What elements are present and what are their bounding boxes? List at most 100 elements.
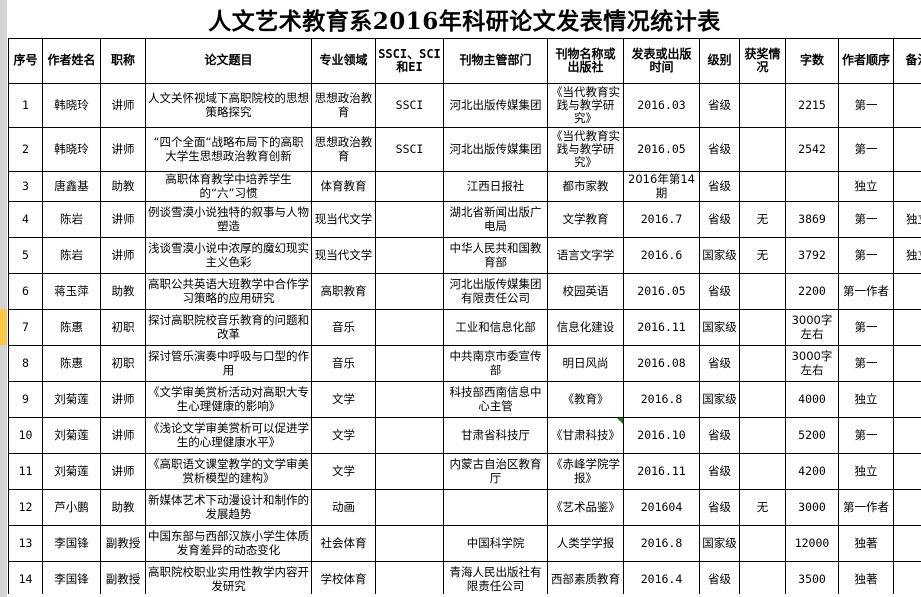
cell-r14-c8[interactable]: 2016.4 bbox=[624, 562, 700, 595]
cell-r5-c0[interactable]: 5 bbox=[9, 238, 43, 274]
cell-r3-c12[interactable]: 独立 bbox=[839, 172, 894, 202]
cell-r14-c2[interactable]: 副教授 bbox=[101, 562, 146, 595]
cell-r6-c13[interactable] bbox=[894, 274, 921, 310]
gutter-row-selector-7[interactable] bbox=[0, 309, 7, 345]
gutter-row-selector-14[interactable] bbox=[0, 561, 7, 597]
cell-r11-c2[interactable]: 讲师 bbox=[101, 454, 146, 490]
cell-r14-c9[interactable]: 省级 bbox=[700, 562, 740, 595]
cell-r7-c11[interactable]: 3000字左右 bbox=[786, 310, 839, 346]
cell-r14-c10[interactable] bbox=[740, 562, 786, 595]
cell-r12-c3[interactable]: 新媒体艺术下动漫设计和制作的发展趋势 bbox=[146, 490, 312, 526]
cell-r13-c12[interactable]: 独著 bbox=[839, 526, 894, 562]
cell-r5-c11[interactable]: 3792 bbox=[786, 238, 839, 274]
cell-r6-c7[interactable]: 校园英语 bbox=[548, 274, 624, 310]
cell-r2-c11[interactable]: 2542 bbox=[786, 128, 839, 172]
cell-r3-c1[interactable]: 唐鑫基 bbox=[43, 172, 101, 202]
cell-r8-c12[interactable]: 第一 bbox=[839, 346, 894, 382]
column-header-5[interactable]: SSCI、SCI和EI bbox=[376, 39, 444, 84]
cell-r8-c4[interactable]: 音乐 bbox=[312, 346, 376, 382]
cell-r2-c12[interactable]: 第一 bbox=[839, 128, 894, 172]
gutter-row-selector-8[interactable] bbox=[0, 345, 7, 381]
cell-r12-c11[interactable]: 3000 bbox=[786, 490, 839, 526]
cell-r10-c0[interactable]: 10 bbox=[9, 418, 43, 454]
cell-r8-c0[interactable]: 8 bbox=[9, 346, 43, 382]
cell-r9-c5[interactable] bbox=[376, 382, 444, 418]
cell-r7-c1[interactable]: 陈惠 bbox=[43, 310, 101, 346]
cell-r8-c13[interactable] bbox=[894, 346, 921, 382]
cell-r2-c1[interactable]: 韩晓玲 bbox=[43, 128, 101, 172]
cell-r3-c10[interactable] bbox=[740, 172, 786, 202]
cell-r9-c4[interactable]: 文学 bbox=[312, 382, 376, 418]
gutter-row-selector-13[interactable] bbox=[0, 525, 7, 561]
cell-r10-c1[interactable]: 刘菊莲 bbox=[43, 418, 101, 454]
cell-r1-c2[interactable]: 讲师 bbox=[101, 84, 146, 128]
cell-r9-c9[interactable]: 国家级 bbox=[700, 382, 740, 418]
cell-r6-c12[interactable]: 第一作者 bbox=[839, 274, 894, 310]
cell-r12-c4[interactable]: 动画 bbox=[312, 490, 376, 526]
cell-r11-c11[interactable]: 4200 bbox=[786, 454, 839, 490]
cell-r2-c5[interactable]: SSCI bbox=[376, 128, 444, 172]
cell-r13-c5[interactable] bbox=[376, 526, 444, 562]
cell-r6-c3[interactable]: 高职公共英语大班教学中合作学习策略的应用研究 bbox=[146, 274, 312, 310]
cell-r12-c5[interactable] bbox=[376, 490, 444, 526]
cell-r5-c6[interactable]: 中华人民共和国教育部 bbox=[444, 238, 548, 274]
cell-r4-c3[interactable]: 例谈雪漠小说独特的叙事与人物塑造 bbox=[146, 202, 312, 238]
cell-r11-c10[interactable] bbox=[740, 454, 786, 490]
cell-r7-c12[interactable]: 第一 bbox=[839, 310, 894, 346]
cell-r10-c4[interactable]: 文学 bbox=[312, 418, 376, 454]
cell-r12-c2[interactable]: 助教 bbox=[101, 490, 146, 526]
gutter-row-selector-1[interactable] bbox=[0, 83, 7, 127]
cell-r1-c4[interactable]: 思想政治教育 bbox=[312, 84, 376, 128]
cell-r3-c2[interactable]: 助教 bbox=[101, 172, 146, 202]
cell-r1-c8[interactable]: 2016.03 bbox=[624, 84, 700, 128]
cell-r1-c1[interactable]: 韩晓玲 bbox=[43, 84, 101, 128]
cell-r5-c7[interactable]: 语言文字学 bbox=[548, 238, 624, 274]
cell-r1-c13[interactable] bbox=[894, 84, 921, 128]
cell-r10-c3[interactable]: 《浅论文学审美赏析可以促进学生的心理健康水平》 bbox=[146, 418, 312, 454]
cell-r1-c7[interactable]: 《当代教育实践与教学研究》 bbox=[548, 84, 624, 128]
cell-r11-c7[interactable]: 《赤峰学院学报》 bbox=[548, 454, 624, 490]
cell-r3-c13[interactable] bbox=[894, 172, 921, 202]
cell-r3-c7[interactable]: 都市家教 bbox=[548, 172, 624, 202]
cell-r6-c4[interactable]: 高职教育 bbox=[312, 274, 376, 310]
gutter-row-selector-12[interactable] bbox=[0, 489, 7, 525]
cell-r8-c2[interactable]: 初职 bbox=[101, 346, 146, 382]
cell-r13-c10[interactable] bbox=[740, 526, 786, 562]
cell-r2-c9[interactable]: 省级 bbox=[700, 128, 740, 172]
gutter-row-selector-9[interactable] bbox=[0, 381, 7, 417]
cell-r6-c8[interactable]: 2016.05 bbox=[624, 274, 700, 310]
cell-r5-c4[interactable]: 现当代文学 bbox=[312, 238, 376, 274]
cell-r5-c1[interactable]: 陈岩 bbox=[43, 238, 101, 274]
cell-r3-c11[interactable] bbox=[786, 172, 839, 202]
cell-r1-c6[interactable]: 河北出版传媒集团 bbox=[444, 84, 548, 128]
cell-r11-c12[interactable]: 独立 bbox=[839, 454, 894, 490]
row-gutter-strip[interactable] bbox=[0, 0, 8, 594]
cell-r14-c11[interactable]: 3500 bbox=[786, 562, 839, 595]
cell-r6-c9[interactable]: 省级 bbox=[700, 274, 740, 310]
gutter-row-selector-3[interactable] bbox=[0, 171, 7, 201]
cell-r11-c0[interactable]: 11 bbox=[9, 454, 43, 490]
cell-r7-c2[interactable]: 初职 bbox=[101, 310, 146, 346]
cell-r2-c7[interactable]: 《当代教育实践与教学研究》 bbox=[548, 128, 624, 172]
cell-r6-c1[interactable]: 蒋玉萍 bbox=[43, 274, 101, 310]
cell-r10-c13[interactable] bbox=[894, 418, 921, 454]
cell-r2-c10[interactable] bbox=[740, 128, 786, 172]
cell-r3-c0[interactable]: 3 bbox=[9, 172, 43, 202]
cell-r7-c8[interactable]: 2016.11 bbox=[624, 310, 700, 346]
cell-r7-c5[interactable] bbox=[376, 310, 444, 346]
cell-r6-c2[interactable]: 助教 bbox=[101, 274, 146, 310]
cell-r10-c11[interactable]: 5200 bbox=[786, 418, 839, 454]
cell-r10-c2[interactable]: 讲师 bbox=[101, 418, 146, 454]
cell-r4-c5[interactable] bbox=[376, 202, 444, 238]
cell-r8-c9[interactable]: 省级 bbox=[700, 346, 740, 382]
cell-r5-c2[interactable]: 讲师 bbox=[101, 238, 146, 274]
cell-r13-c7[interactable]: 人类学学报 bbox=[548, 526, 624, 562]
cell-r11-c6[interactable]: 内蒙古自治区教育厅 bbox=[444, 454, 548, 490]
cell-r1-c11[interactable]: 2215 bbox=[786, 84, 839, 128]
cell-r9-c11[interactable]: 4000 bbox=[786, 382, 839, 418]
cell-r11-c13[interactable] bbox=[894, 454, 921, 490]
cell-r3-c8[interactable]: 2016年第14期 bbox=[624, 172, 700, 202]
